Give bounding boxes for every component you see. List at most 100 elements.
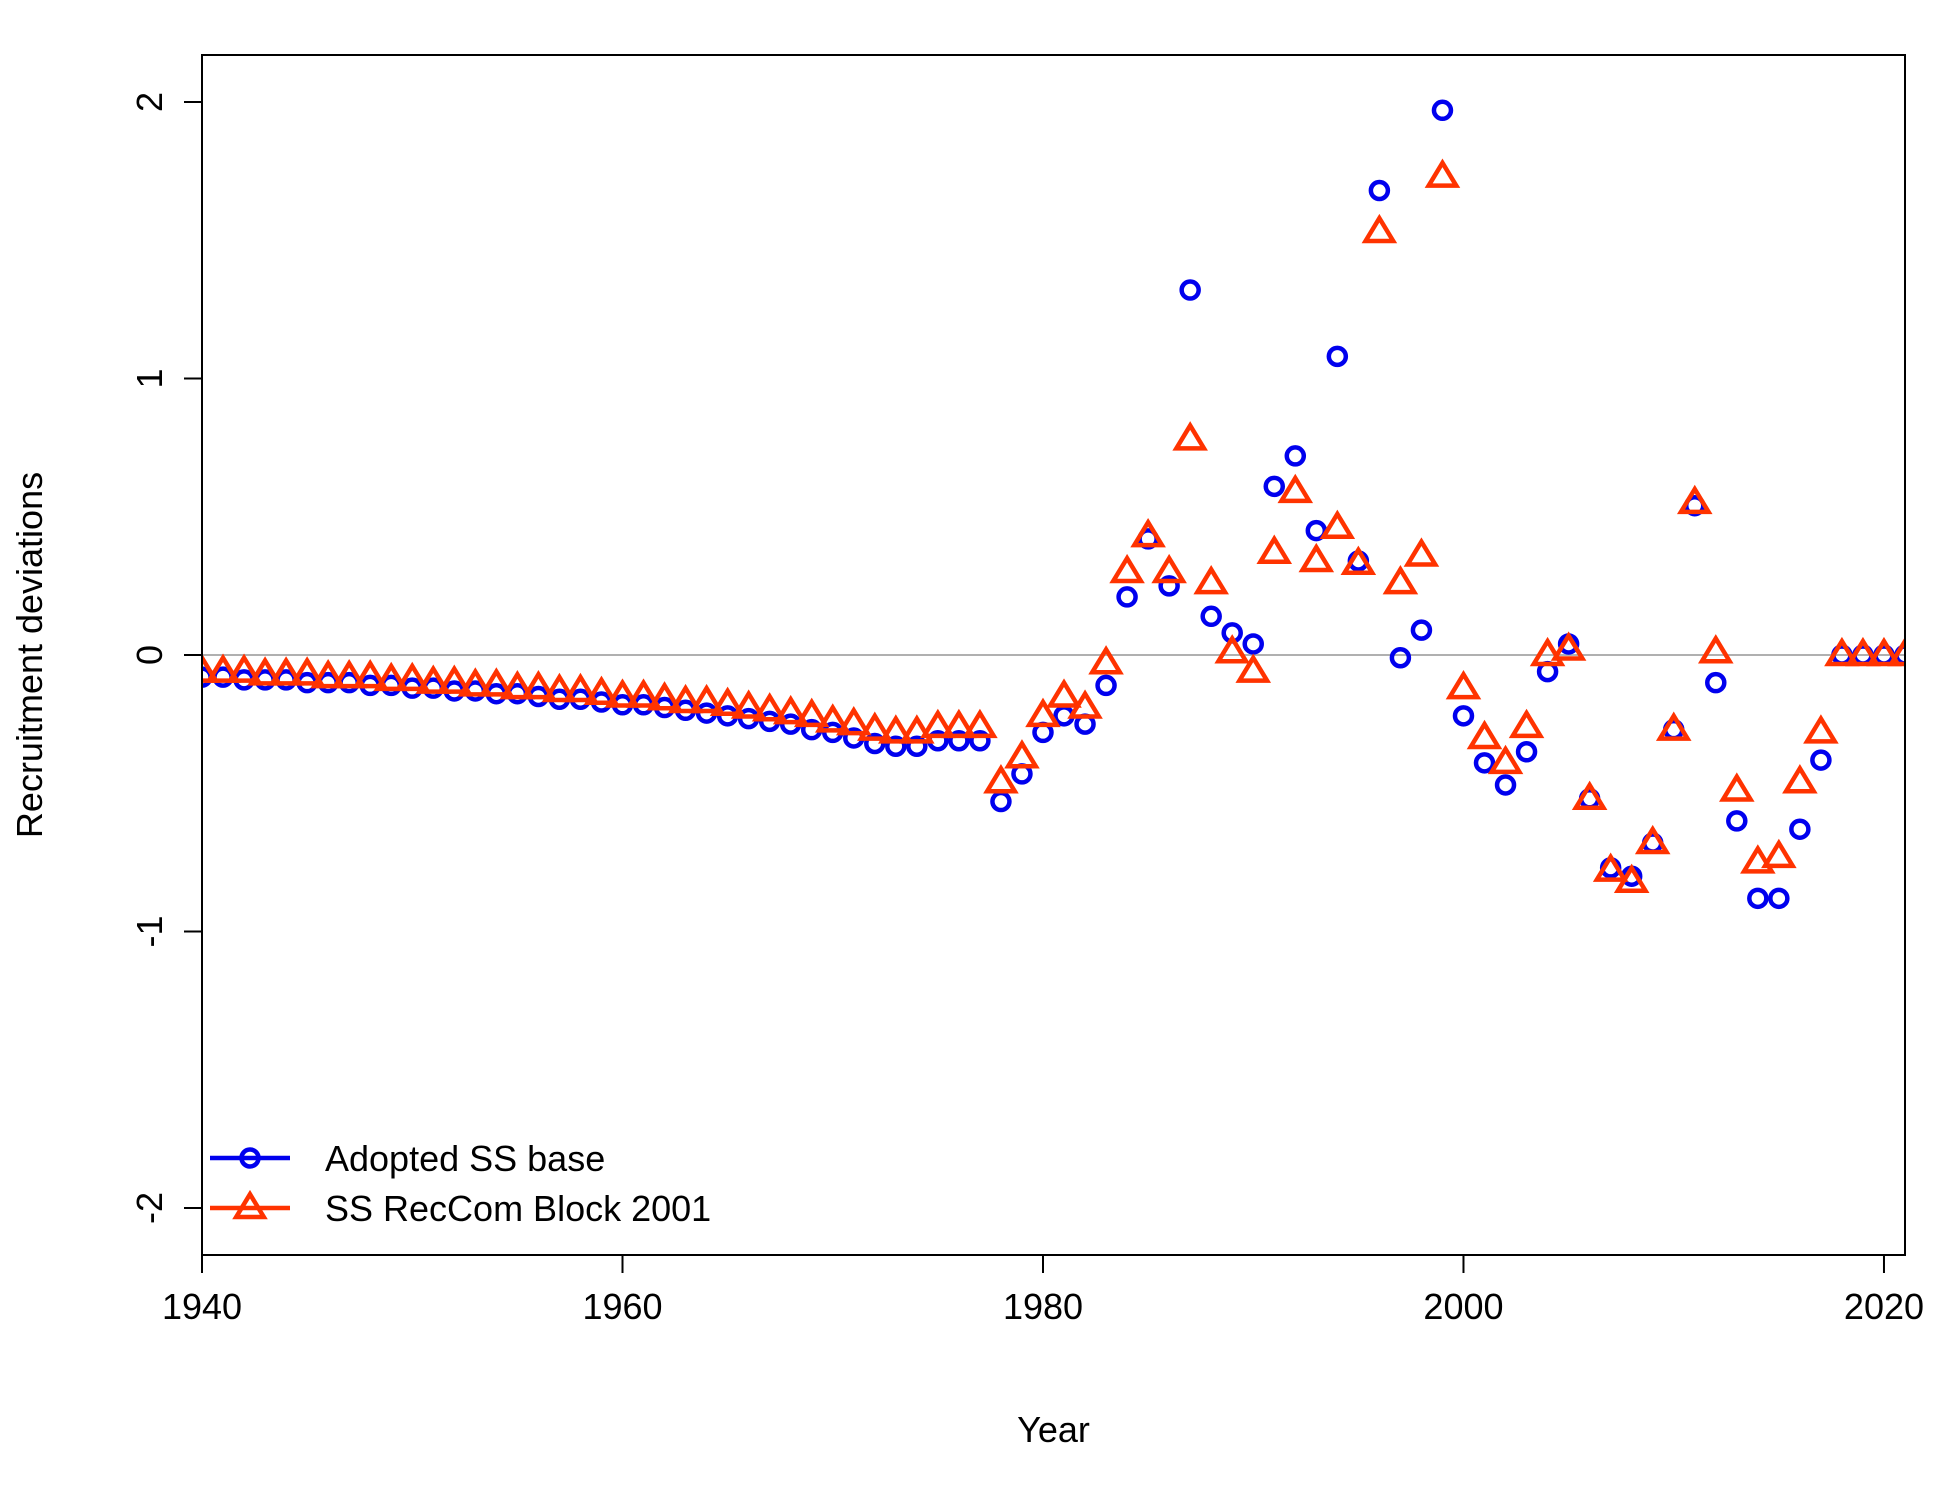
data-point bbox=[520, 670, 557, 700]
legend-label: Adopted SS base bbox=[325, 1138, 605, 1179]
data-point bbox=[289, 656, 325, 686]
y-tick-label: 1 bbox=[129, 368, 170, 388]
data-point bbox=[1046, 678, 1082, 708]
data-point bbox=[415, 664, 452, 694]
x-tick-label: 2000 bbox=[1423, 1286, 1503, 1327]
data-point bbox=[625, 678, 662, 708]
data-point bbox=[1179, 279, 1201, 301]
data-point bbox=[1319, 509, 1356, 540]
data-point bbox=[1158, 575, 1180, 597]
data-point bbox=[457, 667, 494, 697]
data-point bbox=[899, 714, 935, 744]
y-tick-label: 2 bbox=[129, 92, 170, 112]
data-point bbox=[1705, 671, 1727, 694]
data-point bbox=[478, 667, 515, 697]
data-point bbox=[1445, 670, 1482, 700]
series-ss-reccom-block-2001 bbox=[202, 158, 1905, 893]
data-point bbox=[878, 714, 914, 744]
data-point bbox=[1634, 824, 1671, 855]
data-point bbox=[1067, 689, 1103, 719]
data-point bbox=[1473, 752, 1496, 774]
data-point bbox=[1529, 636, 1566, 667]
data-point bbox=[394, 661, 431, 692]
data-point bbox=[436, 664, 473, 694]
x-axis: 1940 1960 1980 2000 2020 bbox=[162, 1255, 1924, 1327]
data-point bbox=[1466, 719, 1503, 750]
data-point bbox=[835, 705, 872, 736]
data-point bbox=[1824, 636, 1860, 667]
data-point bbox=[1789, 818, 1811, 840]
data-point bbox=[562, 672, 599, 703]
data-point bbox=[1508, 708, 1545, 739]
data-point bbox=[1726, 810, 1748, 832]
data-point bbox=[1025, 697, 1061, 728]
data-point bbox=[1592, 852, 1629, 882]
data-point bbox=[541, 672, 578, 703]
data-point bbox=[1361, 213, 1398, 244]
data-point bbox=[751, 692, 788, 722]
data-point bbox=[352, 658, 388, 689]
data-point bbox=[1326, 345, 1349, 368]
data-point bbox=[1403, 537, 1440, 567]
data-point bbox=[1613, 863, 1650, 893]
data-point bbox=[1761, 838, 1797, 869]
data-point bbox=[1697, 634, 1734, 664]
data-point bbox=[1151, 553, 1187, 584]
x-tick-label: 1960 bbox=[582, 1286, 662, 1327]
data-point bbox=[1116, 586, 1138, 608]
data-point bbox=[1172, 421, 1208, 451]
data-point bbox=[268, 656, 304, 686]
data-point bbox=[1368, 179, 1391, 202]
data-point bbox=[709, 686, 746, 717]
y-tick-label: -2 bbox=[129, 1192, 170, 1224]
data-point bbox=[983, 764, 1019, 794]
data-point bbox=[202, 653, 220, 683]
data-point bbox=[1571, 780, 1608, 811]
data-point bbox=[1431, 99, 1454, 122]
data-point bbox=[1340, 545, 1377, 576]
data-point bbox=[331, 658, 367, 689]
data-point bbox=[1452, 705, 1475, 727]
data-point bbox=[247, 656, 283, 686]
data-point bbox=[583, 675, 620, 705]
y-tick-label: -1 bbox=[129, 915, 170, 947]
data-point bbox=[814, 703, 851, 733]
data-point bbox=[1487, 744, 1524, 775]
data-point bbox=[1747, 887, 1769, 910]
data-point bbox=[1277, 473, 1314, 504]
data-point bbox=[1298, 542, 1335, 573]
data-point bbox=[1494, 774, 1517, 796]
y-axis-label: Recruitment deviations bbox=[9, 472, 50, 838]
data-point bbox=[1803, 714, 1839, 744]
data-point bbox=[969, 729, 991, 752]
data-point bbox=[1130, 517, 1166, 548]
data-point bbox=[499, 670, 536, 700]
data-point bbox=[226, 653, 262, 683]
data-point bbox=[1193, 564, 1229, 595]
x-tick-label: 2020 bbox=[1844, 1286, 1924, 1327]
y-axis: -2 -1 0 1 2 bbox=[129, 92, 202, 1224]
data-point bbox=[1740, 844, 1776, 874]
legend-marker-circle bbox=[239, 1147, 261, 1169]
data-point bbox=[1410, 619, 1433, 641]
data-point bbox=[646, 681, 683, 711]
data-point bbox=[310, 658, 346, 689]
legend: Adopted SS base SS RecCom Block 2001 bbox=[210, 1138, 711, 1229]
data-point bbox=[1655, 711, 1692, 741]
legend-label: SS RecCom Block 2001 bbox=[325, 1188, 711, 1229]
data-point bbox=[1088, 645, 1124, 675]
data-point bbox=[856, 711, 893, 741]
data-point bbox=[920, 708, 956, 739]
data-point bbox=[962, 708, 998, 739]
data-point bbox=[772, 694, 809, 725]
data-point bbox=[941, 708, 977, 739]
data-point bbox=[604, 678, 641, 708]
x-tick-label: 1980 bbox=[1003, 1286, 1083, 1327]
data-point bbox=[205, 653, 241, 683]
data-point bbox=[1676, 484, 1713, 515]
data-point bbox=[667, 683, 704, 714]
legend-marker-triangle bbox=[232, 1189, 268, 1220]
data-point bbox=[793, 697, 830, 728]
data-point bbox=[948, 729, 970, 752]
